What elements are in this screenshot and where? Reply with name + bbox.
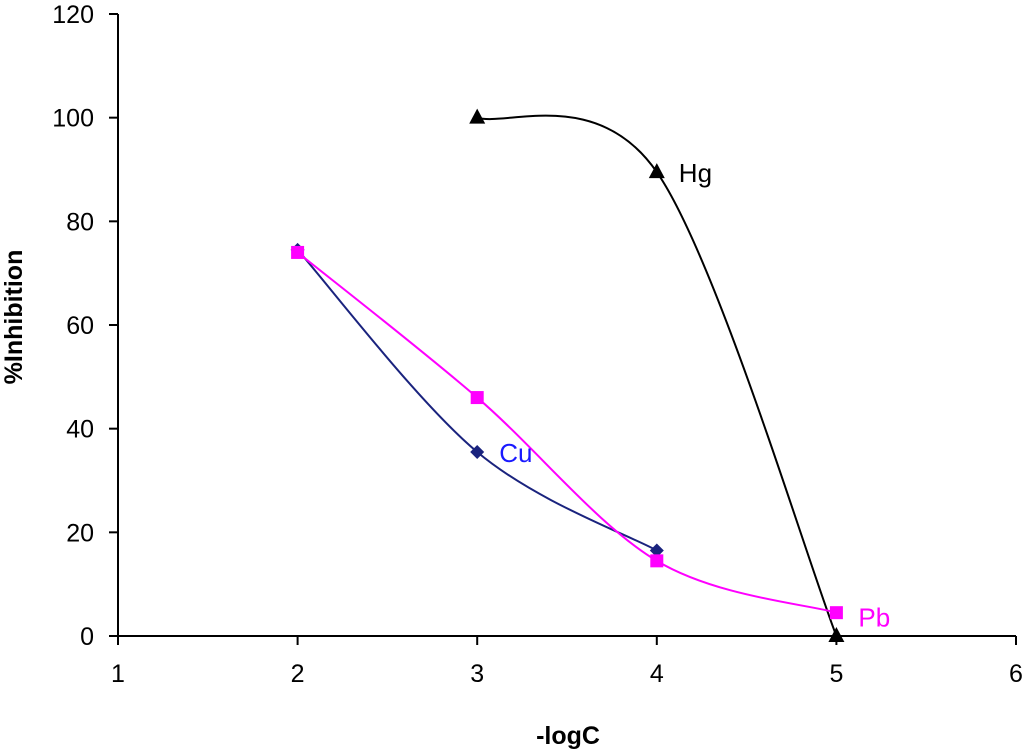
- series-line-hg: [476, 114, 838, 637]
- x-tick-label: 5: [829, 660, 843, 688]
- point-cu: [649, 543, 664, 558]
- y-tick-label: 80: [66, 208, 94, 236]
- series-markers: [290, 108, 845, 642]
- point-hg: [828, 627, 845, 642]
- series-label-pb: Pb: [858, 603, 890, 633]
- y-tick-label: 0: [80, 623, 94, 651]
- series-lines: [296, 114, 838, 637]
- axes: [117, 14, 1016, 637]
- x-axis-title: -logC: [536, 722, 600, 750]
- y-tick-label: 100: [52, 105, 94, 133]
- point-cu: [470, 444, 485, 459]
- point-pb: [470, 391, 484, 405]
- point-pb: [829, 606, 843, 620]
- y-tick-label: 20: [66, 519, 94, 547]
- y-tick-label: 40: [66, 416, 94, 444]
- series-labels: Hg Cu Pb: [499, 158, 890, 633]
- x-tick-label: 6: [1009, 660, 1023, 688]
- x-tick-label: 4: [650, 660, 664, 688]
- point-hg: [648, 163, 665, 179]
- x-tick-label: 2: [291, 660, 305, 688]
- series-line-pb: [296, 251, 837, 614]
- x-tick-label: 3: [470, 660, 484, 688]
- y-axis-title: %Inhibition: [0, 250, 28, 385]
- series-label-cu: Cu: [499, 438, 532, 468]
- y-tick-label: 60: [66, 312, 94, 340]
- series-label-hg: Hg: [679, 158, 712, 188]
- point-pb: [291, 245, 305, 259]
- y-tick-label: 120: [52, 1, 94, 29]
- x-tick-label: 1: [111, 660, 125, 688]
- ticks: 0 20 40 60 80 100 120 1 2 3 4 5 6: [52, 1, 1023, 688]
- point-pb: [650, 554, 664, 568]
- point-hg: [469, 108, 486, 124]
